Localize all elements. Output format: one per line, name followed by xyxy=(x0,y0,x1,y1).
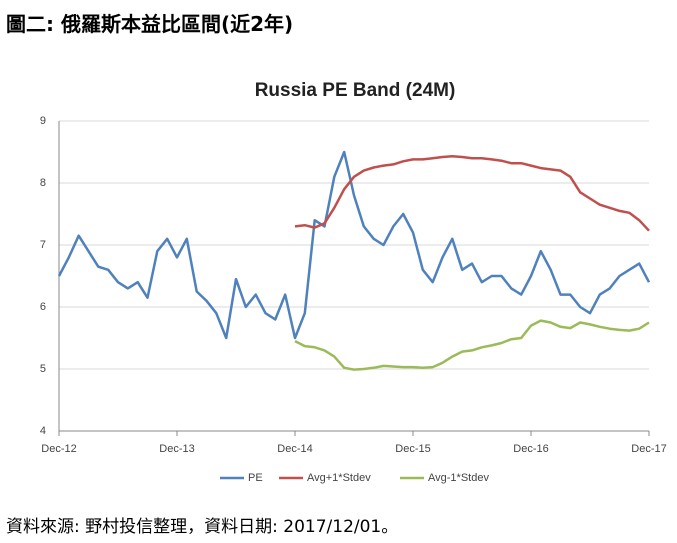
legend-label: Avg+1*Stdev xyxy=(307,472,371,484)
y-tick-label: 5 xyxy=(40,363,46,375)
x-tick-label: Dec-15 xyxy=(395,443,430,455)
header-title: 圖二: 俄羅斯本益比區間(近2年) xyxy=(6,12,294,36)
y-tick-label: 6 xyxy=(40,301,46,313)
series-line xyxy=(57,150,651,340)
x-tick-label: Dec-17 xyxy=(631,443,666,455)
series-line xyxy=(294,319,650,371)
series-line xyxy=(294,155,650,232)
y-tick-label: 9 xyxy=(40,115,46,127)
x-tick-label: Dec-13 xyxy=(159,443,194,455)
chart-title: Russia PE Band (24M) xyxy=(255,80,456,101)
footer-source: 資料來源: 野村投信整理，資料日期: 2017/12/01。 xyxy=(6,517,399,537)
y-tick-label: 7 xyxy=(40,239,46,251)
x-tick-label: Dec-12 xyxy=(41,443,76,455)
y-tick-label: 4 xyxy=(40,425,46,437)
x-tick-label: Dec-14 xyxy=(277,443,312,455)
legend-label: Avg-1*Stdev xyxy=(428,472,489,484)
legend-label: PE xyxy=(248,472,263,484)
x-tick-label: Dec-16 xyxy=(513,443,548,455)
y-tick-label: 8 xyxy=(40,177,46,189)
